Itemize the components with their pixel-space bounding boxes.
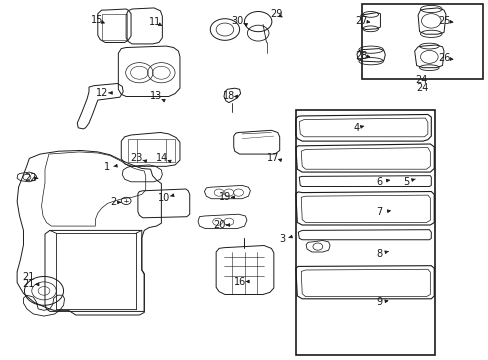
Text: 28: 28 — [355, 51, 367, 61]
Bar — [102, 14, 127, 40]
Text: 11: 11 — [149, 17, 162, 27]
Text: 14: 14 — [156, 153, 168, 163]
Text: 26: 26 — [437, 53, 449, 63]
Text: 10: 10 — [157, 193, 170, 203]
Text: 12: 12 — [95, 88, 108, 98]
Text: 21: 21 — [22, 279, 35, 289]
Text: 21: 21 — [22, 272, 35, 282]
Text: 24: 24 — [414, 75, 427, 85]
Text: 17: 17 — [266, 153, 279, 163]
Bar — [128, 139, 174, 162]
Text: 13: 13 — [150, 91, 163, 102]
Text: 5: 5 — [402, 177, 408, 187]
Text: 30: 30 — [230, 16, 243, 26]
Text: 22: 22 — [24, 173, 37, 183]
Text: 7: 7 — [375, 207, 381, 217]
Text: 2: 2 — [110, 197, 116, 207]
Text: 20: 20 — [212, 220, 225, 230]
Text: 8: 8 — [375, 249, 381, 259]
Bar — [361, 4, 482, 79]
Bar — [295, 110, 434, 355]
Text: 1: 1 — [103, 162, 109, 172]
Text: 25: 25 — [437, 16, 449, 26]
Text: 19: 19 — [218, 192, 231, 202]
Text: 23: 23 — [129, 153, 142, 163]
Text: 27: 27 — [355, 16, 367, 26]
Text: 9: 9 — [375, 297, 381, 307]
Text: 16: 16 — [233, 276, 245, 287]
Text: 15: 15 — [90, 15, 103, 25]
Text: 3: 3 — [279, 234, 285, 244]
Text: 24: 24 — [415, 83, 428, 93]
Text: 6: 6 — [375, 177, 381, 187]
Text: 18: 18 — [222, 91, 235, 102]
Text: 29: 29 — [269, 9, 282, 19]
Text: 4: 4 — [353, 123, 359, 133]
